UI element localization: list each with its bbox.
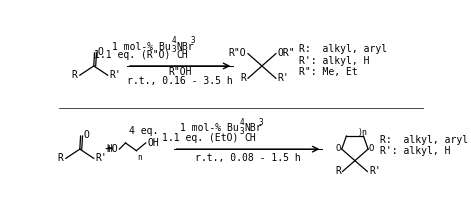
- Text: 1 mol-% Bu: 1 mol-% Bu: [112, 42, 171, 52]
- Text: R': R': [95, 153, 107, 163]
- Text: R': R': [277, 73, 289, 83]
- Text: R: R: [241, 73, 246, 83]
- Text: )n: )n: [358, 128, 368, 137]
- Text: R:  alkyl, aryl: R: alkyl, aryl: [299, 44, 387, 54]
- Text: 3: 3: [191, 36, 195, 45]
- Text: 3: 3: [239, 127, 244, 136]
- Text: 1.1 eq. (EtO): 1.1 eq. (EtO): [162, 133, 239, 143]
- Text: 4: 4: [239, 118, 244, 127]
- Text: r.t., 0.16 - 3.5 h: r.t., 0.16 - 3.5 h: [127, 76, 233, 86]
- Text: r.t., 0.08 - 1.5 h: r.t., 0.08 - 1.5 h: [195, 153, 301, 163]
- Text: R': alkyl, H: R': alkyl, H: [381, 146, 451, 156]
- Text: O: O: [369, 144, 374, 153]
- Text: R:  alkyl, aryl: R: alkyl, aryl: [381, 135, 469, 145]
- Text: R': alkyl, H: R': alkyl, H: [299, 56, 370, 66]
- Text: R: R: [57, 153, 64, 163]
- Text: +: +: [104, 142, 113, 156]
- Text: O: O: [336, 144, 341, 153]
- Text: HO: HO: [106, 144, 118, 154]
- Text: CH: CH: [244, 133, 256, 143]
- Text: CH: CH: [176, 50, 187, 60]
- Text: 3: 3: [171, 45, 176, 54]
- Text: 3: 3: [259, 118, 263, 127]
- Text: R': R': [369, 167, 381, 176]
- Text: R"OH: R"OH: [168, 67, 192, 77]
- Text: 4 eq.: 4 eq.: [130, 126, 159, 136]
- Text: NBr: NBr: [244, 123, 262, 133]
- Text: O: O: [84, 130, 89, 140]
- Text: R: R: [335, 167, 341, 176]
- Text: n: n: [137, 153, 142, 162]
- Text: R"O: R"O: [229, 48, 246, 58]
- Text: O: O: [97, 47, 104, 57]
- Text: 1.1 eq. (R"O): 1.1 eq. (R"O): [94, 50, 171, 60]
- Text: R: R: [72, 70, 77, 80]
- Text: OH: OH: [147, 138, 159, 148]
- Text: R': R': [109, 70, 121, 80]
- Text: 4: 4: [171, 36, 176, 45]
- Text: R": Me, Et: R": Me, Et: [299, 67, 358, 77]
- Text: OR": OR": [277, 48, 295, 58]
- Text: NBr: NBr: [176, 42, 194, 52]
- Text: 1 mol-% Bu: 1 mol-% Bu: [180, 123, 239, 133]
